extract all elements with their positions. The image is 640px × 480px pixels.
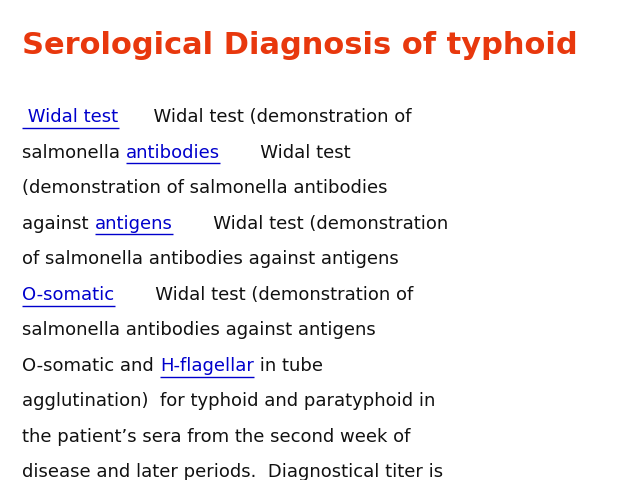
Text: H-flagellar: H-flagellar bbox=[160, 357, 254, 374]
Text: Widal test: Widal test bbox=[22, 108, 118, 126]
Text: Widal test (demonstration of: Widal test (demonstration of bbox=[115, 286, 413, 303]
Text: antigens: antigens bbox=[95, 215, 173, 232]
Text: antibodies: antibodies bbox=[126, 144, 220, 161]
Text: salmonella antibodies against antigens: salmonella antibodies against antigens bbox=[22, 321, 376, 339]
Text: Widal test (demonstration: Widal test (demonstration bbox=[173, 215, 448, 232]
Text: O-somatic and: O-somatic and bbox=[22, 357, 160, 374]
Text: against: against bbox=[22, 215, 95, 232]
Text: salmonella: salmonella bbox=[22, 144, 126, 161]
Text: Serological Diagnosis of typhoid: Serological Diagnosis of typhoid bbox=[22, 31, 578, 60]
Text: the patient’s sera from the second week of: the patient’s sera from the second week … bbox=[22, 428, 411, 445]
Text: Widal test (demonstration of: Widal test (demonstration of bbox=[118, 108, 411, 126]
Text: in tube: in tube bbox=[254, 357, 323, 374]
Text: agglutination)  for typhoid and paratyphoid in: agglutination) for typhoid and paratypho… bbox=[22, 392, 436, 410]
Text: (demonstration of salmonella antibodies: (demonstration of salmonella antibodies bbox=[22, 179, 388, 197]
Text: O-somatic: O-somatic bbox=[22, 286, 115, 303]
Text: disease and later periods.  Diagnostical titer is: disease and later periods. Diagnostical … bbox=[22, 463, 444, 480]
Text: of salmonella antibodies against antigens: of salmonella antibodies against antigen… bbox=[22, 250, 399, 268]
Text: Widal test: Widal test bbox=[220, 144, 351, 161]
